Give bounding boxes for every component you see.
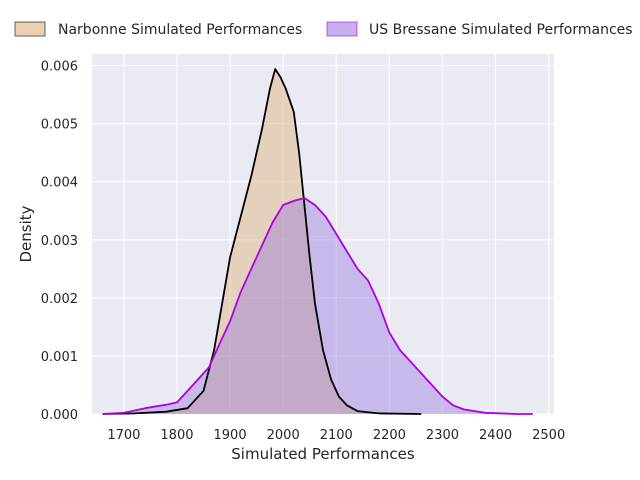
y-tick-label: 0.001: [41, 350, 78, 365]
legend-label-us-bressane: US Bressane Simulated Performances: [369, 22, 633, 38]
x-tick-label: 2500: [532, 428, 565, 443]
x-tick-label: 2400: [479, 428, 512, 443]
y-tick-label: 0.003: [41, 234, 78, 249]
x-tick-label: 2100: [320, 428, 353, 443]
y-tick-label: 0.004: [41, 176, 78, 191]
legend-label-narbonne: Narbonne Simulated Performances: [58, 22, 302, 38]
x-tick-labels: 1700 1800 1900 2000 2100 2200 2300 2400 2500: [107, 428, 565, 443]
y-tick-label: 0.006: [41, 60, 78, 75]
y-axis-label: Density: [17, 205, 35, 262]
y-tick-label: 0.005: [41, 118, 78, 133]
density-area-0: [102, 69, 422, 414]
x-tick-label: 1700: [107, 428, 140, 443]
x-tick-label: 1900: [214, 428, 247, 443]
x-tick-label: 2200: [373, 428, 406, 443]
legend-swatch-narbonne: [14, 21, 46, 37]
density-area-1: [102, 198, 533, 414]
y-tick-label: 0.002: [41, 292, 78, 307]
density-line-1: [102, 197, 533, 415]
x-tick-label: 2300: [426, 428, 459, 443]
x-tick-label: 1800: [160, 428, 193, 443]
y-tick-labels: 0.000 0.001 0.002 0.003 0.004 0.005 0.006: [41, 60, 78, 423]
series-layer: [102, 68, 533, 415]
x-tick-label: 2000: [267, 428, 300, 443]
y-tick-label: 0.000: [41, 408, 78, 423]
legend-swatch-us-bressane: [326, 21, 358, 37]
density-line-0: [102, 68, 422, 415]
x-axis-label: Simulated Performances: [231, 445, 415, 463]
legend: Narbonne Simulated Performances US Bress…: [14, 21, 633, 38]
